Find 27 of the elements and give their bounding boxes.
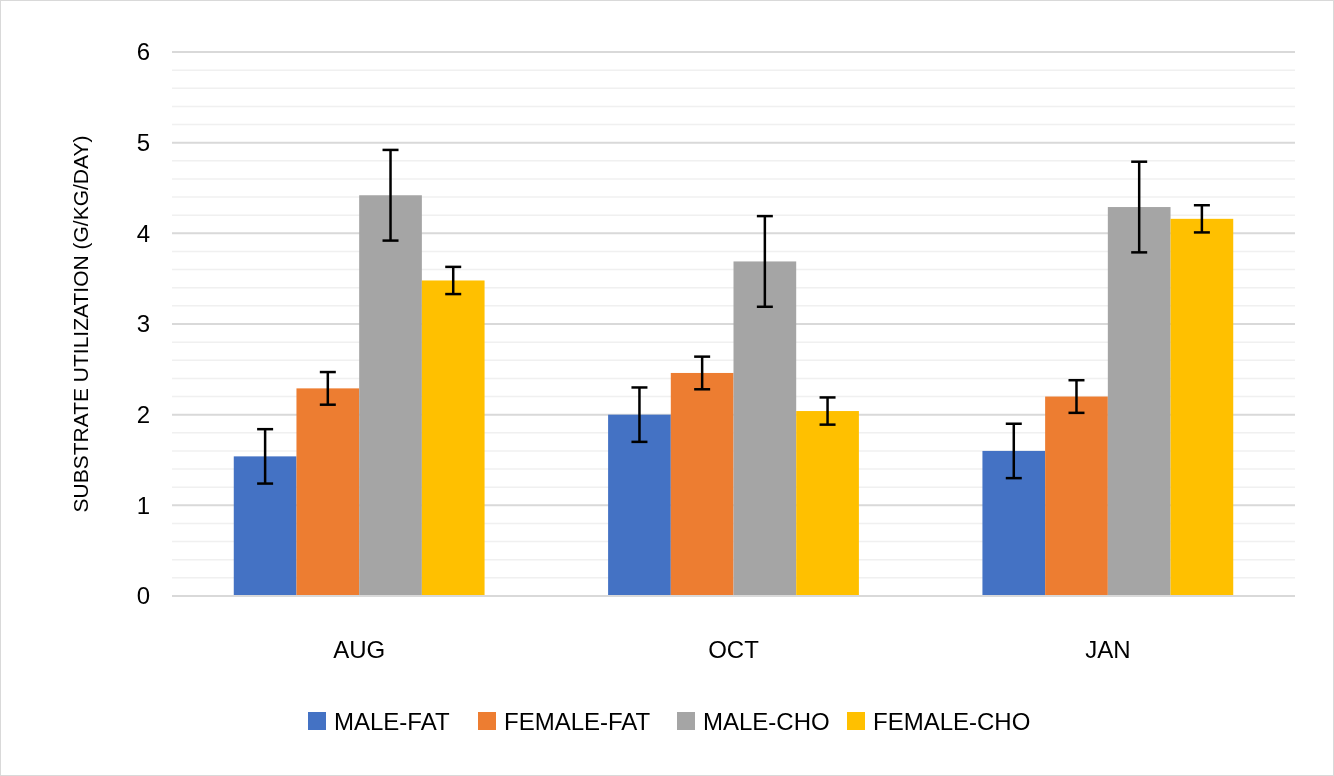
legend-label: FEMALE-FAT (504, 708, 651, 736)
y-tick-label: 1 (136, 491, 150, 519)
legend-label: FEMALE-CHO (873, 708, 1031, 736)
x-tick-label: AUG (333, 636, 386, 663)
bar (982, 450, 1046, 596)
bar (296, 388, 360, 596)
bar (796, 411, 859, 596)
y-tick-label: 0 (136, 582, 150, 610)
y-tick-label: 3 (136, 310, 150, 338)
y-tick-label: 5 (136, 129, 150, 157)
bar (670, 372, 734, 596)
bar (359, 195, 422, 596)
bar (733, 261, 797, 596)
bar (1170, 218, 1234, 596)
bar (1045, 396, 1108, 596)
y-tick-label: 2 (136, 401, 150, 429)
y-axis-title: SUBSTRATE UTILIZATION (G/KG/DAY) (69, 135, 92, 513)
y-tick-label: 4 (136, 219, 150, 247)
bar (608, 414, 671, 596)
legend-label: MALE-FAT (334, 708, 450, 736)
x-tick-label: JAN (1085, 636, 1131, 663)
legend-label: MALE-CHO (703, 708, 830, 736)
bar (233, 456, 297, 596)
bar (1107, 207, 1171, 596)
x-tick-label: OCT (708, 636, 760, 663)
bar (421, 280, 485, 596)
y-tick-label: 6 (136, 38, 150, 66)
